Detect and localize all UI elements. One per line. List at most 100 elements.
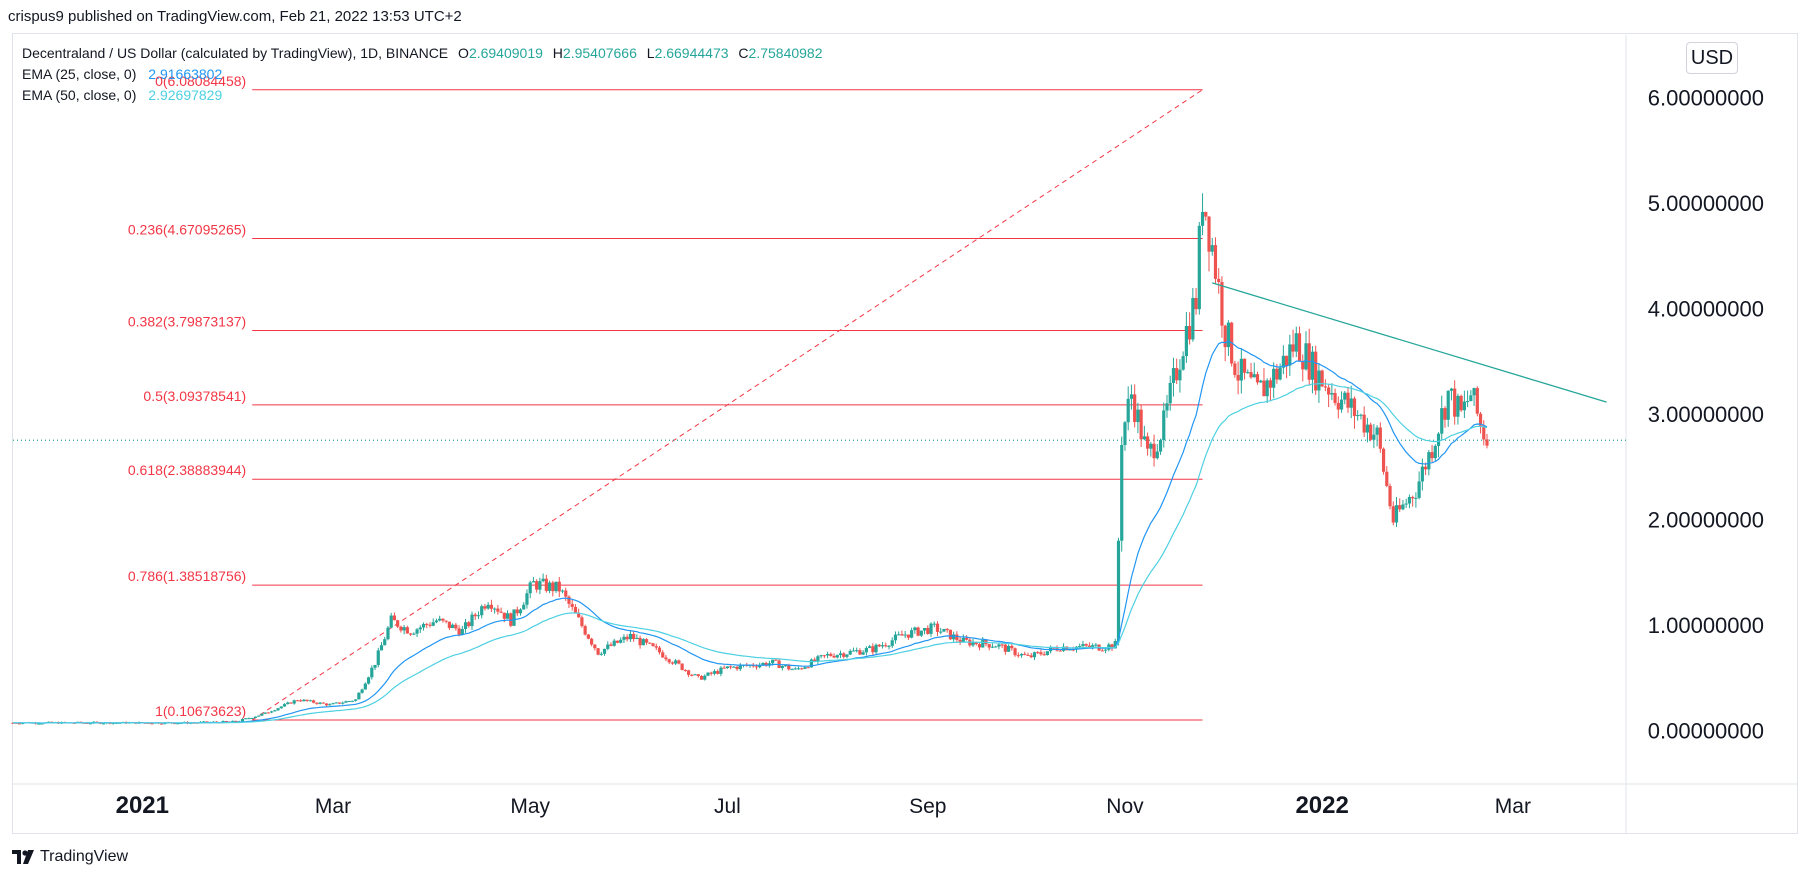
candle-body [567,596,571,604]
candle-body [337,702,342,704]
legend-ema25-row[interactable]: EMA (25, close, 0) 2.91663802 [22,64,823,85]
candle-body [493,608,497,610]
candle-body [328,704,332,706]
candle-body [292,700,296,704]
candle-body [431,622,435,626]
candle-body [1236,374,1240,381]
candle-body [590,638,594,645]
candle-body [415,629,419,634]
time-axis-tick-label: Nov [1106,795,1144,818]
candle-body [599,653,603,655]
candle-body [483,606,487,609]
candle-body [1475,388,1479,414]
candle-body [654,646,658,648]
candle-body [774,659,778,661]
candle-body [977,644,982,648]
candle-body [696,674,700,677]
candle-body [299,700,303,702]
candle-body [1239,358,1243,381]
candle-body [1417,481,1421,498]
candle-body [1249,372,1253,378]
legend-ema50-row[interactable]: EMA (50, close, 0) 2.92697829 [22,85,823,106]
candle-body [263,712,267,714]
candle-body [1016,655,1020,657]
candle-body [787,665,791,670]
candle-body [321,702,325,704]
candle-body [499,611,503,613]
candle-body [809,659,814,668]
candle-body [1003,644,1007,652]
legend-ohlc-value: 2.69409019 [468,45,543,61]
candle-body [952,634,956,640]
candle-body [1246,372,1250,374]
candle-body [580,617,584,627]
candle-body [1411,496,1415,499]
candle-body [1369,424,1373,440]
candle-body [868,646,872,648]
candle-body [1314,351,1318,391]
candle-body [1242,358,1247,373]
candle-body [1091,645,1095,648]
fib-level-label: 0.786(1.38518756) [128,568,246,584]
legend-symbol-row[interactable]: Decentraland / US Dollar (calculated by … [22,43,823,64]
candle-body [1120,444,1124,541]
price-axis-tick-label: 2.00000000 [1648,507,1764,532]
time-axis-tick-label: Mar [315,795,351,818]
candle-body [302,699,306,702]
candle-body [1233,363,1237,375]
candle-body [635,637,639,640]
candle-body [1262,380,1266,397]
candle-body [444,620,448,622]
candle-body [1116,540,1121,642]
time-axis-tick-label: Jul [714,795,741,818]
candle-body [438,618,442,621]
candle-body [399,626,403,631]
descending-trendline[interactable] [1212,282,1607,403]
candle-body [205,721,209,723]
candle-body [1197,225,1201,310]
candle-body [958,639,962,643]
candle-body [913,627,917,631]
candle-body [234,720,238,722]
candle-body [1349,398,1353,408]
candle-body [1194,297,1198,310]
candle-body [822,655,826,657]
tradingview-brand[interactable]: TradingView [12,848,128,866]
candle-body [1485,439,1489,446]
candle-body [379,645,384,651]
candle-body [1381,448,1386,472]
candle-body [282,704,287,707]
candle-body [1404,503,1408,505]
candle-body [1362,414,1366,433]
candle-body [625,636,629,640]
candle-body [257,715,261,717]
candle-body [922,627,927,631]
candle-body [573,606,578,614]
candle-body [1188,325,1192,340]
candle-body [1078,646,1082,648]
candle-body [735,666,739,670]
candle-body [405,627,409,634]
candle-body [441,618,445,621]
candle-body [1472,388,1476,396]
candle-body [360,689,364,693]
candle-body [295,700,300,702]
candle-body [37,723,41,725]
candle-body [1204,211,1208,217]
currency-button[interactable]: USD [1686,42,1738,74]
candle-body [266,712,270,714]
candle-body [253,716,258,718]
candle-body [1168,382,1172,404]
candle-body [386,627,390,640]
candle-body [1065,646,1069,651]
candle-body [1013,648,1017,656]
candle-body [971,642,975,646]
candle-body [17,723,22,725]
candle-body [354,699,358,701]
candle-body [602,648,607,654]
candle-body [1032,652,1037,658]
candle-body [470,614,474,627]
candle-body [1226,322,1231,348]
candle-body [50,721,54,723]
